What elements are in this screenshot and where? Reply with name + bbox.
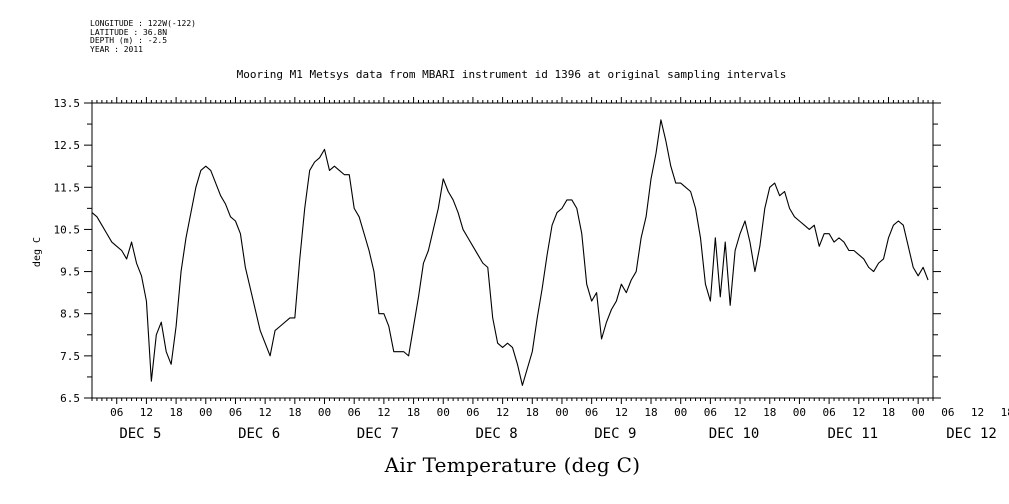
plot-frame bbox=[91, 102, 934, 399]
x-day-label: DEC 6 bbox=[238, 426, 280, 442]
x-hour-label: 12 bbox=[733, 406, 746, 419]
x-hour-label: 06 bbox=[941, 406, 954, 419]
x-day-label: DEC 8 bbox=[476, 426, 518, 442]
x-day-label: DEC 5 bbox=[119, 426, 161, 442]
x-hour-label: 12 bbox=[496, 406, 509, 419]
y-tick-label: 10.5 bbox=[54, 223, 81, 236]
metadata-block: LONGITUDE : 122W(-122) LATITUDE : 36.8N … bbox=[90, 19, 196, 54]
x-day-label: DEC 7 bbox=[357, 426, 399, 442]
x-hour-label: 18 bbox=[644, 406, 657, 419]
x-hour-label: 06 bbox=[229, 406, 242, 419]
x-hour-label: 18 bbox=[526, 406, 539, 419]
x-hour-label: 12 bbox=[377, 406, 390, 419]
x-hour-label: 06 bbox=[585, 406, 598, 419]
y-tick-label: 13.5 bbox=[54, 97, 81, 110]
y-tick-label: 11.5 bbox=[54, 181, 81, 194]
year-text: YEAR : 2011 bbox=[90, 44, 143, 54]
x-hour-label: 12 bbox=[140, 406, 153, 419]
x-hour-label: 00 bbox=[793, 406, 806, 419]
x-hour-label: 00 bbox=[437, 406, 450, 419]
y-axis-label: deg C bbox=[32, 237, 43, 267]
x-day-label: DEC 12 bbox=[946, 426, 997, 442]
x-hour-label: 06 bbox=[466, 406, 479, 419]
chart-footer-container: Air Temperature (deg C) bbox=[0, 453, 1009, 477]
x-hour-label: 18 bbox=[288, 406, 301, 419]
x-hour-label: 12 bbox=[971, 406, 984, 419]
latitude-text: LATITUDE : 36.8N bbox=[90, 27, 168, 37]
x-hour-label: 18 bbox=[169, 406, 182, 419]
y-tick-label: 7.5 bbox=[60, 350, 80, 363]
y-tick-label: 12.5 bbox=[54, 139, 81, 152]
air-temperature-series-line bbox=[91, 119, 929, 386]
x-hour-label: 18 bbox=[763, 406, 776, 419]
y-tick-label: 8.5 bbox=[60, 308, 80, 321]
x-hour-label: 00 bbox=[555, 406, 568, 419]
x-day-label: DEC 10 bbox=[709, 426, 760, 442]
chart-title: Mooring M1 Metsys data from MBARI instru… bbox=[236, 68, 787, 81]
x-hour-label: 18 bbox=[882, 406, 895, 419]
depth-text: DEPTH (m) : -2.5 bbox=[90, 36, 168, 45]
y-tick-label: 6.5 bbox=[60, 392, 80, 405]
x-day-label: DEC 9 bbox=[594, 426, 636, 442]
x-day-label: DEC 11 bbox=[828, 426, 879, 442]
y-tick-label: 9.5 bbox=[60, 266, 80, 279]
x-hour-label: 18 bbox=[407, 406, 420, 419]
chart-title-container: Mooring M1 Metsys data from MBARI instru… bbox=[0, 68, 1009, 81]
x-hour-label: 06 bbox=[704, 406, 717, 419]
x-hour-label: 12 bbox=[852, 406, 865, 419]
chart-footer-label: Air Temperature (deg C) bbox=[384, 453, 641, 477]
longitude-text: LONGITUDE : 122W(-122) bbox=[90, 19, 196, 28]
x-hour-label: 12 bbox=[259, 406, 272, 419]
x-hour-label: 00 bbox=[318, 406, 331, 419]
x-hour-label: 06 bbox=[110, 406, 123, 419]
x-hour-label: 00 bbox=[912, 406, 925, 419]
x-hour-label: 18 bbox=[1001, 406, 1009, 419]
x-hour-label: 00 bbox=[199, 406, 212, 419]
x-hour-label: 06 bbox=[348, 406, 361, 419]
x-hour-label: 12 bbox=[615, 406, 628, 419]
x-hour-label: 06 bbox=[822, 406, 835, 419]
x-hour-label: 00 bbox=[674, 406, 687, 419]
